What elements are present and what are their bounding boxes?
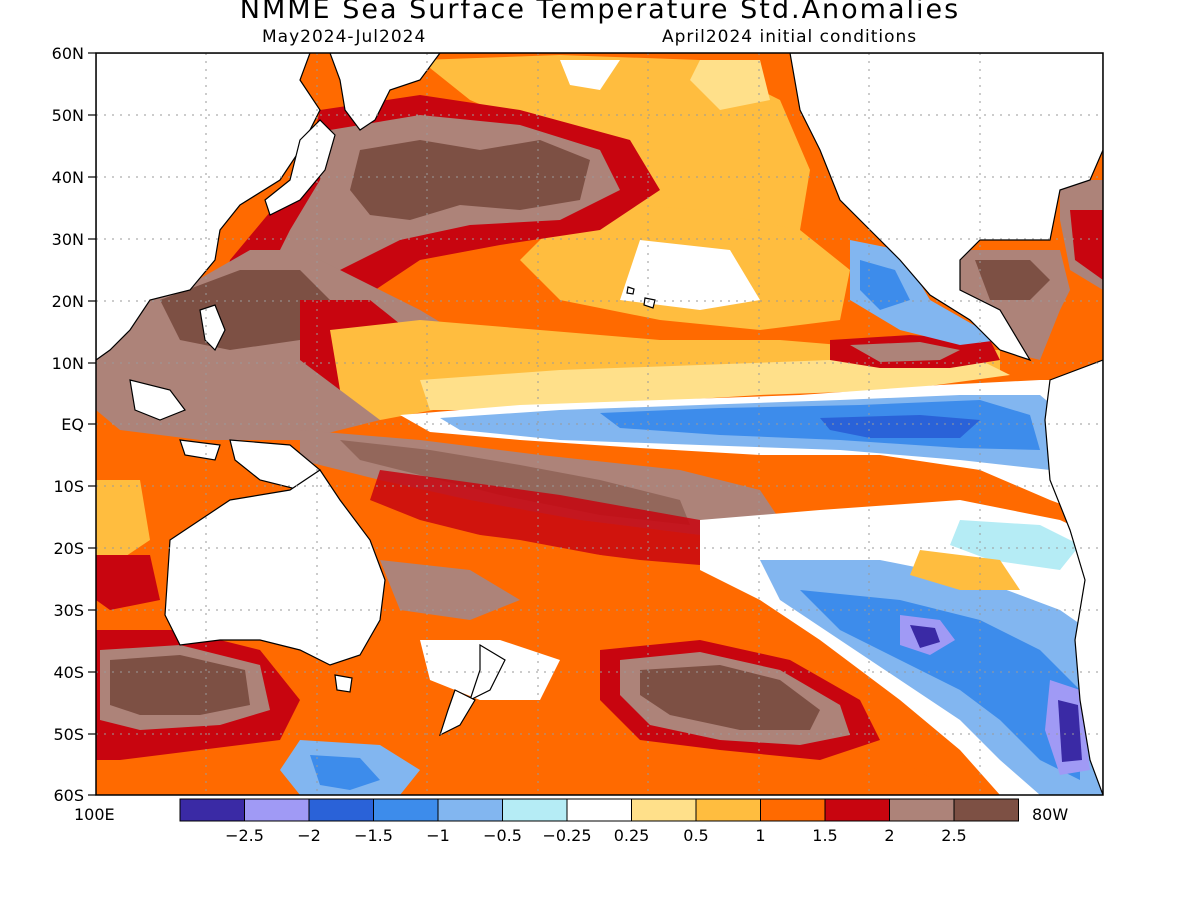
colorbar-swatch <box>695 798 761 822</box>
lat-label-10s: 10S <box>53 477 84 496</box>
nz-north-island <box>468 643 506 702</box>
colorbar-swatch <box>631 798 697 822</box>
lon-label-left: 100E <box>74 805 115 824</box>
colorbar-swatch <box>760 798 826 822</box>
map-title: NMME Sea Surface Temperature Std.Anomali… <box>239 0 961 25</box>
lat-label-30n: 30N <box>52 230 84 249</box>
sst-anomaly-field <box>96 53 1103 795</box>
japan-landmass <box>264 119 336 216</box>
colorbar-swatch <box>244 798 310 822</box>
colorbar-swatch <box>566 798 632 822</box>
hawaii-island <box>626 286 635 295</box>
lat-label-30s: 30S <box>53 601 84 620</box>
north-america-landmass <box>789 53 1103 362</box>
colorbar-label: −1 <box>426 826 450 845</box>
colorbar-label: 0.5 <box>683 826 708 845</box>
south-america-landmass <box>1044 359 1103 795</box>
colorbar-label: 0.25 <box>614 826 650 845</box>
colorbar-label: −1.5 <box>354 826 393 845</box>
colorbar-swatch <box>308 798 374 822</box>
initial-conditions: April2024 initial conditions <box>662 27 918 47</box>
colorbar-label: −0.25 <box>542 826 591 845</box>
nz-south-island <box>438 689 476 737</box>
colorbar-label: 2.5 <box>941 826 966 845</box>
colorbar-label: 2 <box>884 826 894 845</box>
colorbar-label: −2.5 <box>225 826 264 845</box>
lat-label-60n: 60N <box>52 44 84 63</box>
lat-label-50s: 50S <box>53 725 84 744</box>
colorbar-swatch <box>953 798 1019 822</box>
kamchatka-landmass <box>329 53 441 131</box>
colorbar-swatch <box>373 798 439 822</box>
lat-label-eq: EQ <box>61 415 84 434</box>
colorbar-label: 1 <box>755 826 765 845</box>
lat-label-60s: 60S <box>53 786 84 805</box>
lat-label-20s: 20S <box>53 539 84 558</box>
lat-label-40n: 40N <box>52 168 84 187</box>
asia-landmass <box>96 53 321 361</box>
continents <box>96 53 1103 795</box>
lat-label-50n: 50N <box>52 106 84 125</box>
colorbar-label: 1.5 <box>812 826 837 845</box>
island-landmass <box>179 439 221 461</box>
lat-labels: 60N 50N 40N 30N 20N 10N EQ 10S 20S 30S 4… <box>52 44 1069 824</box>
australia-landmass <box>164 469 386 666</box>
colorbar-swatch <box>179 798 245 822</box>
philippines-landmass <box>199 304 226 352</box>
forecast-period: May2024-Jul2024 <box>262 27 427 47</box>
borneo-landmass <box>129 379 186 421</box>
colorbar-swatch <box>889 798 955 822</box>
lat-ticks <box>88 52 96 796</box>
colorbar: −2.5 −2 −1.5 −1 −0.5 −0.25 0.25 0.5 1 1.5 2 2.5 <box>179 798 1019 845</box>
lat-label-40s: 40S <box>53 663 84 682</box>
colorbar-swatch <box>437 798 503 822</box>
lon-label-right: 80W <box>1032 805 1068 824</box>
tasmania-landmass <box>334 674 353 693</box>
colorbar-label: −0.5 <box>483 826 522 845</box>
colorbar-swatch <box>502 798 568 822</box>
lat-label-10n: 10N <box>52 354 84 373</box>
lat-label-20n: 20N <box>52 292 84 311</box>
colorbar-label: −2 <box>297 826 321 845</box>
hawaii-big-island <box>643 297 656 309</box>
colorbar-swatch <box>824 798 890 822</box>
